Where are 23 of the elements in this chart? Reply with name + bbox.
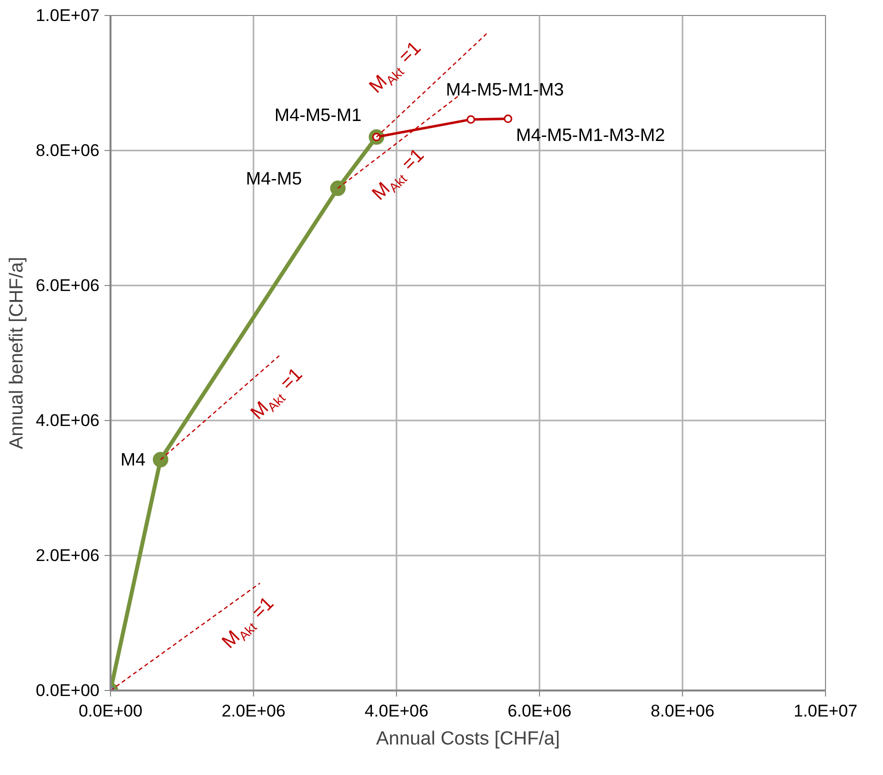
annotation: M4 — [120, 450, 146, 470]
y-tick-label: 2.0E+06 — [36, 546, 100, 565]
y-tick-label: 6.0E+06 — [36, 276, 100, 295]
x-tick-label: 2.0E+06 — [222, 702, 286, 720]
x-tick-label: 0.0E+00 — [78, 702, 142, 720]
x-tick-label: 4.0E+06 — [364, 702, 428, 720]
annotation: M4-M5-M1-M3 — [446, 79, 564, 100]
annotation: MAkt =1 — [218, 593, 278, 653]
annotation: MAkt =1 — [368, 144, 428, 205]
x-tick-label: 1.0E+07 — [794, 702, 858, 720]
x-axis-title: Annual Costs [CHF/a] — [376, 728, 560, 750]
annotation: M4-M5-M1 — [274, 105, 362, 125]
annotation: MAkt =1 — [366, 38, 426, 98]
y-tick-label: 4.0E+06 — [36, 411, 100, 430]
y-tick-label: 1.0E+07 — [36, 6, 100, 25]
y-axis-title: Annual benefit [CHF/a] — [6, 256, 28, 450]
annotation: MAkt =1 — [246, 364, 307, 424]
y-tick-label: 0.0E+00 — [36, 681, 100, 700]
y-tick-label: 8.0E+06 — [36, 141, 100, 160]
annotation: M4-M5-M1-M3-M2 — [516, 124, 666, 145]
annotation: M4-M5 — [246, 168, 302, 188]
x-tick-label: 6.0E+06 — [508, 702, 572, 720]
x-tick-label: 8.0E+06 — [650, 702, 714, 720]
